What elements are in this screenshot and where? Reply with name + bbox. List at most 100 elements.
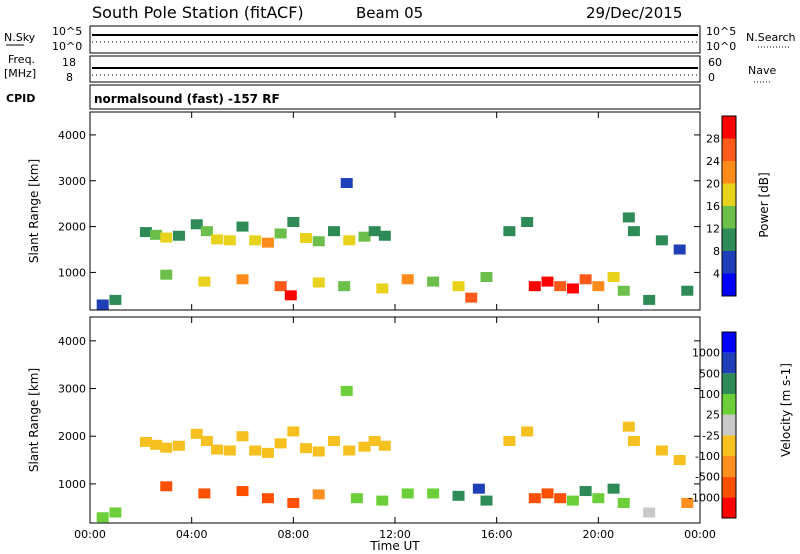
data-cell — [261, 493, 274, 504]
colorbar-tick-label: 100 — [699, 388, 720, 401]
data-cell — [480, 272, 493, 282]
x-tick-label: 00:00 — [74, 528, 106, 541]
data-cell — [376, 283, 389, 294]
freq-tick-top: 18 — [62, 56, 76, 69]
data-cell — [211, 234, 224, 245]
data-cell — [200, 435, 213, 446]
y-tick-label: 2000 — [58, 221, 86, 234]
data-cell — [328, 226, 340, 237]
data-cell — [284, 290, 297, 301]
freq-label: Freq. — [8, 53, 35, 66]
x-tick-label: 20:00 — [582, 528, 614, 541]
data-cell — [358, 231, 371, 242]
y-tick-label: 2000 — [58, 430, 86, 443]
y-tick-label: 4000 — [58, 335, 86, 348]
nsky-tick-top: 10^5 — [52, 25, 82, 38]
data-cell — [198, 488, 211, 499]
data-cell — [340, 178, 353, 189]
colorbar-segment — [722, 161, 736, 184]
data-cell — [139, 227, 152, 238]
nsky-trace — [92, 34, 698, 43]
data-cell — [139, 436, 152, 447]
data-cell — [236, 431, 249, 442]
y-tick-label: 3000 — [58, 383, 86, 396]
nsearch-label: N.Search — [746, 31, 796, 44]
data-cell — [312, 236, 325, 247]
data-cell — [236, 274, 249, 285]
time-x-axis: 00:00 04:00 08:00 12:00 16:00 20:00 00:00 — [74, 112, 716, 541]
data-cell — [287, 217, 300, 227]
data-cell — [480, 495, 493, 506]
velocity-y-axis: 1000 2000 3000 4000 — [58, 335, 700, 491]
data-cell — [503, 435, 516, 446]
data-cell — [427, 488, 440, 499]
data-cell — [200, 226, 213, 237]
nave-label: Nave — [748, 64, 776, 77]
data-cell — [350, 493, 363, 504]
data-cell — [503, 226, 516, 237]
colorbar-tick-label: 1000 — [692, 347, 720, 360]
nave-tick-bottom: 0 — [708, 71, 715, 84]
data-cell — [300, 233, 313, 244]
colorbar-segment — [722, 332, 736, 353]
nsky-label: N.Sky — [4, 31, 36, 44]
data-cell — [96, 299, 109, 310]
data-cell — [368, 435, 381, 446]
colorbar-segment — [722, 228, 736, 251]
data-cell — [465, 292, 478, 303]
y-tick-label: 1000 — [58, 266, 86, 279]
y-tick-label: 3000 — [58, 175, 86, 188]
colorbar-tick-label: 8 — [713, 245, 720, 258]
data-cell — [287, 426, 300, 437]
colorbar-tick-label: 20 — [706, 178, 720, 191]
colorbar-segment — [722, 138, 736, 161]
data-cell — [249, 235, 262, 246]
colorbar-tick-label: -1000 — [688, 491, 720, 504]
data-cell — [172, 440, 185, 451]
data-cell — [287, 497, 300, 508]
data-cell — [274, 228, 287, 239]
colorbar-segment — [722, 414, 736, 436]
colorbar-segment — [722, 206, 736, 229]
data-cell — [643, 507, 656, 518]
colorbar-segment — [722, 352, 736, 374]
data-cell — [109, 507, 122, 518]
cpid-label: CPID — [6, 92, 35, 105]
power-ylabel: Slant Range [km] — [27, 159, 41, 263]
data-cell — [190, 219, 203, 230]
nsearch-tick-bottom: 10^0 — [706, 40, 736, 53]
data-cell — [566, 283, 579, 294]
data-cell — [655, 235, 668, 246]
data-cell — [368, 226, 381, 237]
data-cell — [681, 497, 694, 508]
data-cell — [401, 488, 414, 499]
data-cell — [211, 444, 224, 455]
x-tick-label: 08:00 — [277, 528, 309, 541]
data-cell — [328, 435, 340, 446]
freq-tick-bottom: 8 — [66, 71, 73, 84]
beam-label: Beam 05 — [356, 4, 423, 22]
data-cell — [172, 230, 185, 241]
freq-unit-label: [MHz] — [4, 67, 36, 80]
data-cell — [223, 445, 236, 456]
data-cell — [607, 483, 620, 494]
data-cell — [472, 483, 485, 494]
data-cell — [554, 493, 567, 504]
cpid-text: normalsound (fast) -157 RF — [94, 92, 280, 106]
velocity-plot-frame — [89, 316, 701, 524]
velocity-colorbar: 1000 500 100 25 -25 -100 -500 -1000 — [688, 331, 737, 519]
data-cell — [378, 230, 391, 241]
velocity-heatmap — [96, 385, 694, 523]
colorbar-tick-label: 28 — [706, 133, 720, 146]
colorbar-tick-label: 16 — [706, 200, 720, 213]
nave-tick-top: 60 — [708, 56, 722, 69]
data-cell — [198, 276, 211, 287]
power-heatmap — [96, 178, 694, 310]
data-cell — [566, 495, 579, 506]
data-cell — [249, 445, 262, 456]
data-cell — [236, 221, 249, 232]
colorbar-tick-label: 24 — [706, 155, 720, 168]
x-tick-label: 00:00 — [684, 528, 716, 541]
colorbar-segment — [722, 373, 736, 394]
colorbar-tick-label: -500 — [695, 471, 720, 484]
